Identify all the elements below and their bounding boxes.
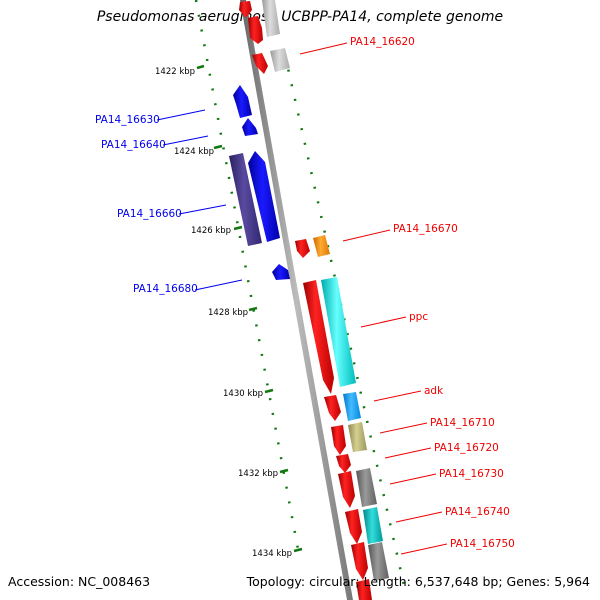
accession-text: Accession: NC_008463 <box>8 574 151 589</box>
gene-label-pa14-16670[interactable]: PA14_16670 <box>393 223 458 235</box>
gene-label-pa14-16660[interactable]: PA14_16660 <box>117 208 182 220</box>
outer-track-dots <box>283 54 407 591</box>
forward-strand-genes[interactable] <box>239 1 372 600</box>
gene-arrow-pa14-16630[interactable] <box>233 85 252 118</box>
gene-label-pa14-16720[interactable]: PA14_16720 <box>434 442 499 454</box>
genome-backbone <box>240 0 353 600</box>
gene-arrow-pa14-16710[interactable] <box>331 425 346 455</box>
gene-arrow[interactable] <box>356 579 372 600</box>
right-gene-labels[interactable]: PA14_16620 PA14_16670 ppc adk PA14_16710… <box>299 36 515 555</box>
cog-block[interactable] <box>356 468 377 507</box>
gene-label-pa14-16640[interactable]: PA14_16640 <box>101 139 166 151</box>
cog-block[interactable] <box>343 392 361 421</box>
gene-arrow-pa14-16750[interactable] <box>351 542 368 580</box>
tick-label: 1426 kbp <box>191 226 231 236</box>
reverse-strand-genes[interactable] <box>229 85 290 280</box>
cog-block[interactable] <box>270 48 290 72</box>
cog-block[interactable] <box>348 422 367 452</box>
scale-ticks <box>196 64 303 553</box>
gene-arrow-pa14-16670[interactable] <box>295 239 310 258</box>
gene-arrow-pa14-16620[interactable] <box>248 16 263 44</box>
gene-arrow-pa14-16660[interactable] <box>248 151 280 242</box>
gene-arrow-pa14-16740[interactable] <box>345 509 362 544</box>
tick-label: 1434 kbp <box>252 549 292 559</box>
gene-label-pa14-16630[interactable]: PA14_16630 <box>95 114 160 126</box>
gene-arrow-pa14-16680[interactable] <box>272 264 290 280</box>
tick-label: 1432 kbp <box>238 469 278 479</box>
gene-arrow-adk[interactable] <box>324 395 341 421</box>
gene-block-pa14-16650[interactable] <box>229 153 262 246</box>
genome-summary-text: Topology: circular; Length: 6,537,648 bp… <box>246 574 590 589</box>
gene-arrow-pa14-16640[interactable] <box>242 118 258 136</box>
gene-label-pa14-16710[interactable]: PA14_16710 <box>430 417 495 429</box>
gene-label-pa14-16680[interactable]: PA14_16680 <box>133 283 198 295</box>
gene-label-ppc[interactable]: ppc <box>409 311 428 323</box>
gene-arrow-ppc[interactable] <box>303 280 334 394</box>
gene-label-pa14-16620[interactable]: PA14_16620 <box>350 36 415 48</box>
gene-arrow-pa14-16730[interactable] <box>338 471 355 508</box>
tick-label: 1422 kbp <box>155 67 195 77</box>
gene-label-pa14-16750[interactable]: PA14_16750 <box>450 538 515 550</box>
gene-arrow[interactable] <box>239 1 252 18</box>
gene-label-pa14-16730[interactable]: PA14_16730 <box>439 468 504 480</box>
left-gene-labels[interactable]: PA14_16630 PA14_16640 PA14_16660 PA14_16… <box>95 109 243 295</box>
cog-block[interactable] <box>368 542 389 581</box>
cog-block[interactable] <box>363 507 383 544</box>
gene-arrow-pa14-16720[interactable] <box>336 454 351 473</box>
gene-arrow[interactable] <box>252 53 268 74</box>
tick-label: 1428 kbp <box>208 308 248 318</box>
tick-label: 1424 kbp <box>174 147 214 157</box>
cog-block[interactable] <box>321 277 356 387</box>
gene-label-pa14-16740[interactable]: PA14_16740 <box>445 506 510 518</box>
cog-track-blocks[interactable] <box>262 0 389 581</box>
cog-block[interactable] <box>313 235 330 257</box>
cog-block[interactable] <box>262 0 280 37</box>
gene-label-adk[interactable]: adk <box>424 385 444 397</box>
map-title: Pseudomonas aeruginosa UCBPP-PA14, compl… <box>96 9 504 25</box>
scale-tick-labels: 1422 kbp 1424 kbp 1426 kbp 1428 kbp 1430… <box>155 67 292 559</box>
tick-label: 1430 kbp <box>223 389 263 399</box>
